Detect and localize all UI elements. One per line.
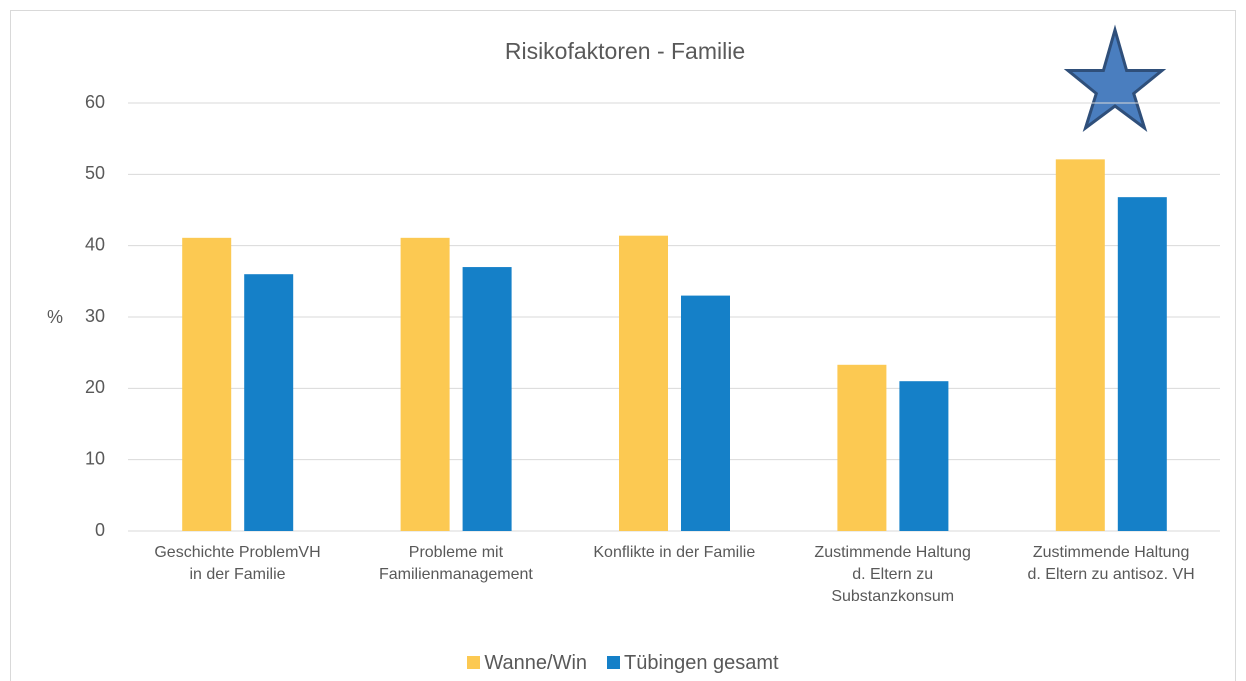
- legend-swatch: [467, 656, 481, 669]
- x-tick-label: Zustimmende Haltung d. Eltern zu Substan…: [814, 544, 971, 605]
- legend-item: Tübingen gesamt: [607, 652, 779, 675]
- y-tick-label: 30: [85, 306, 105, 326]
- bar: [1117, 197, 1167, 531]
- bar: [899, 381, 949, 531]
- bar: [619, 235, 668, 531]
- legend: Wanne/Win Tübingen gesamt: [0, 652, 1246, 675]
- y-tick-label: 40: [85, 234, 105, 254]
- star-icon: [1063, 24, 1167, 132]
- bar: [681, 295, 730, 531]
- chart-title: Risikofaktoren - Familie: [505, 38, 745, 64]
- x-tick-label: Probleme mit Familienmanagement: [378, 544, 533, 583]
- x-tick-label: Zustimmende Haltung d. Eltern zu antisoz…: [1027, 544, 1195, 583]
- legend-item: Wanne/Win: [467, 652, 587, 675]
- legend-label: Tübingen gesamt: [624, 652, 779, 674]
- bar: [462, 267, 512, 531]
- x-tick-label: Konflikte in der Familie: [593, 544, 756, 561]
- bar: [837, 364, 887, 531]
- y-tick-label: 0: [95, 520, 105, 540]
- chart-frame: [10, 10, 1236, 681]
- bar: [244, 274, 294, 531]
- x-tick-label: Geschichte ProblemVH in der Familie: [154, 544, 321, 583]
- y-tick-label: 60: [85, 92, 105, 112]
- bar: [182, 237, 232, 531]
- bar: [400, 237, 450, 531]
- y-tick-label: 10: [85, 448, 105, 468]
- y-axis-label: %: [47, 307, 63, 327]
- y-tick-label: 20: [85, 377, 105, 397]
- legend-label: Wanne/Win: [484, 652, 588, 674]
- y-tick-label: 50: [85, 163, 105, 183]
- legend-swatch: [607, 656, 621, 669]
- bar: [1055, 159, 1105, 531]
